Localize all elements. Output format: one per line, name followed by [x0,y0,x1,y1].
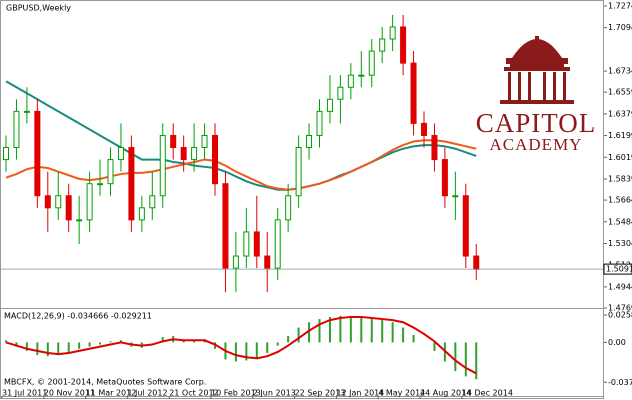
logo: CAPITOL ACADEMY [476,36,597,154]
x-tick-label: 21 Oct 2012 [169,389,218,398]
candle-body [76,219,83,222]
candle-body [421,122,427,136]
y-tick-label: 1.65590 [608,88,632,97]
y-tick-label: 1.58390 [608,174,632,183]
candle-body [473,255,480,270]
candle-body [55,195,62,209]
candle-body [128,147,135,221]
indicator-line [5,80,477,191]
footer: MBCFX, © 2001-2014, MetaQuotes Software … [4,378,206,387]
candle-body [274,219,281,269]
candle-body [389,26,396,40]
candle-body [232,255,239,269]
candle-body [44,195,51,209]
x-tick-label: 11 Mar 2012 [86,389,137,398]
candle-body [368,50,375,76]
candle-body [159,134,166,197]
candle-body [431,134,438,161]
candle-body [326,98,333,112]
indicator-line [5,139,477,191]
y-tick-label: -0.037548 [608,378,632,387]
candle-body [170,134,177,149]
macd-title: MACD(12,26,9) -0.034666 -0.029211 [4,312,152,321]
current-price-label: 1.50916 [606,265,632,274]
candle-body [295,147,302,197]
x-tick-label: 1 Jul 2012 [127,389,167,398]
chart-title: GBPUSD,Weekly [6,4,71,13]
candle-body [149,195,156,209]
y-tick-label: 1.54840 [608,217,632,226]
candle-body [410,62,417,124]
candle-body [212,134,218,185]
y-tick-label: 1.47690 [608,304,632,313]
candle-body [138,207,145,221]
candle-body [3,147,9,161]
candle-body [222,183,229,269]
logo-text: CAPITOL [476,108,597,138]
y-tick-label: 1.61990 [608,131,632,140]
x-tick-label: 14 Dec 2014 [462,389,513,398]
x-tick-label: 24 Aug 2014 [420,389,471,398]
x-tick-label: 31 Jul 2011 [2,389,47,398]
candle-body [65,195,72,221]
y-tick-label: 1.53040 [608,239,632,248]
candle-body [34,110,41,197]
candle-body [347,74,354,88]
y-tick-label: 1.70940 [608,23,632,32]
current-price-box [603,263,632,275]
y-tick-label: 1.72740 [608,1,632,10]
x-tick-label: 12 Jan 2014 [336,389,384,398]
candle-body [358,74,365,77]
candle-body [107,159,114,185]
candle-body [191,147,198,161]
candle-body [264,255,271,269]
candle-body [285,195,292,221]
y-tick-label: 1.49440 [608,282,632,291]
x-tick-label: 10 Feb 2013 [211,389,261,398]
x-tick-label: 22 Sep 2013 [295,389,346,398]
candle-body [97,183,104,186]
candle-body [452,195,459,198]
candle-body [306,134,313,149]
candle-body [201,134,208,149]
logo-text: ACADEMY [490,135,583,154]
frame [0,0,604,399]
candle-body [13,110,20,149]
candle-body [243,231,250,257]
y-tick-label: 1.56640 [608,196,632,205]
y-tick-label: 0.025829 [608,311,632,320]
x-tick-label: 4 May 2014 [378,389,425,398]
y-tick-label: 0.00 [608,338,626,347]
candle-body [337,86,344,100]
candle-body [23,110,30,113]
candle-body [400,26,407,64]
candle-body [253,231,260,257]
indicator-line [5,315,477,375]
candle-body [316,110,323,136]
x-tick-label: 20 Nov 2011 [44,389,95,398]
x-tick-label: 2 Jun 2013 [253,389,296,398]
y-tick-label: 1.63790 [608,109,632,118]
y-tick-label: 1.60190 [608,153,632,162]
candle-body [180,147,187,161]
candle-body [462,195,469,257]
candle-body [441,159,448,197]
candle-body [117,147,124,161]
y-tick-label: 1.67340 [608,67,632,76]
candle-body [379,38,386,52]
candle-body [86,183,93,221]
